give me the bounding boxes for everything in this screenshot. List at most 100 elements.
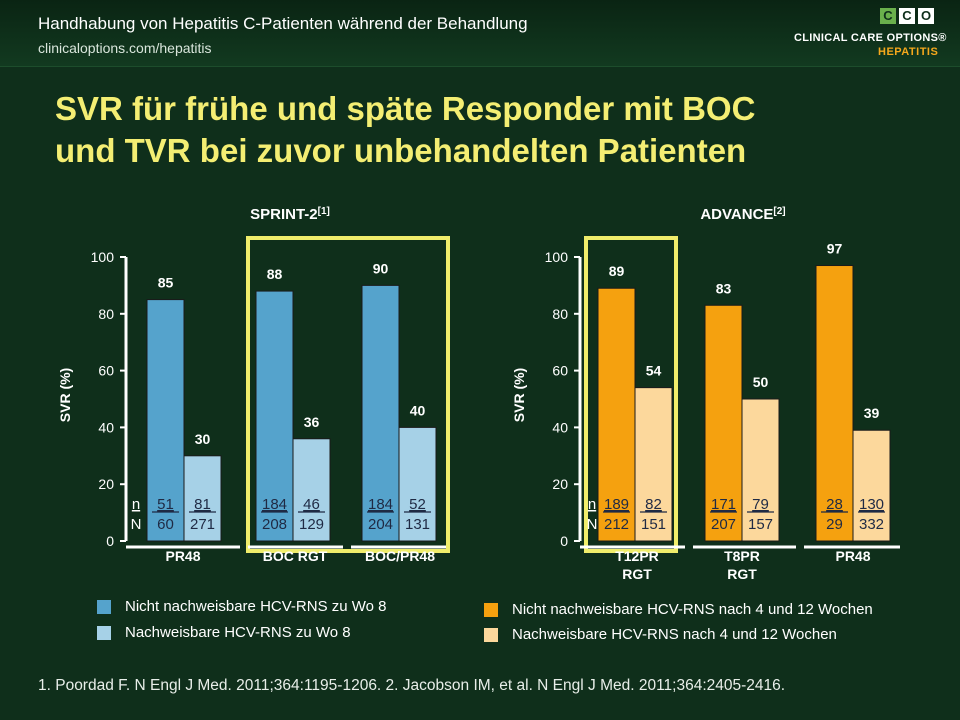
sprint-n-count: 52 xyxy=(409,496,426,513)
advance-bar xyxy=(634,387,673,542)
sprint-N-count: 204 xyxy=(368,516,393,533)
legend-swatch-advance-light xyxy=(484,627,498,642)
sprint-n-count: 184 xyxy=(368,496,393,513)
sprint-n-count: 81 xyxy=(194,496,211,513)
sprint-y-tick-label: 20 xyxy=(98,476,114,492)
sprint-N-count: 271 xyxy=(190,516,215,533)
sprint-y-tick-label: 100 xyxy=(91,249,115,265)
advance-category-label: RGT xyxy=(727,566,757,582)
header-bar: Handhabung von Hepatitis C-Patienten wäh… xyxy=(0,0,960,67)
sprint-N-count: 60 xyxy=(157,516,174,533)
sprint-chart-title: SPRINT-2[1] xyxy=(250,206,330,223)
sprint-bar-value-label: 40 xyxy=(410,402,426,418)
sprint-y-tick-label: 60 xyxy=(98,363,114,379)
advance-category-label: T12PR xyxy=(615,548,659,564)
slide-title-line-1: SVR für frühe und späte Responder mit BO… xyxy=(55,90,756,127)
legend-label-sprint-undetectable: Nicht nachweisbare HCV-RNS zu Wo 8 xyxy=(125,598,387,615)
sprint-bar xyxy=(398,426,437,542)
advance-bar-value-label: 54 xyxy=(646,363,662,379)
legend-item-sprint-detectable: Nachweisbare HCV-RNS zu Wo 8 xyxy=(97,624,351,641)
sprint-bar-value-label: 85 xyxy=(158,275,174,291)
sprint-bar xyxy=(255,290,294,542)
advance-y-tick-label: 80 xyxy=(552,306,568,322)
sprint-bar-value-label: 30 xyxy=(195,431,211,447)
advance-bar-value-label: 50 xyxy=(753,374,769,390)
sprint-N-row-label: N xyxy=(131,516,142,533)
sprint-category-label: BOC RGT xyxy=(263,548,328,564)
advance-chart-title: ADVANCE[2] xyxy=(700,206,785,223)
legend-swatch-sprint-dark xyxy=(97,599,111,614)
sprint-y-tick-label: 40 xyxy=(98,419,114,435)
advance-y-tick-label: 100 xyxy=(545,249,569,265)
advance-y-tick-label: 40 xyxy=(552,419,568,435)
references-footnote: 1. Poordad F. N Engl J Med. 2011;364:119… xyxy=(38,677,786,694)
sprint-y-tick-label: 0 xyxy=(106,533,114,549)
advance-bar xyxy=(815,265,854,542)
legend-item-advance-detectable: Nachweisbare HCV-RNS nach 4 und 12 Woche… xyxy=(484,626,837,643)
logo-blocks: C C O xyxy=(880,8,934,24)
sprint-bar xyxy=(183,455,222,542)
advance-bar-value-label: 83 xyxy=(716,280,732,296)
clinical-care-options-logo: C C O CLINICAL CARE OPTIONS® HEPATITIS xyxy=(790,8,946,60)
advance-y-axis-label: SVR (%) xyxy=(511,368,527,422)
advance-n-count: 28 xyxy=(826,496,843,513)
legend-swatch-sprint-light xyxy=(97,625,111,640)
sprint-y-tick-label: 80 xyxy=(98,306,114,322)
advance-bar xyxy=(741,398,780,542)
advance-n-count: 189 xyxy=(604,496,629,513)
sprint-N-count: 131 xyxy=(405,516,430,533)
legend-label-advance-detectable: Nachweisbare HCV-RNS nach 4 und 12 Woche… xyxy=(512,626,837,643)
advance-category-label: PR48 xyxy=(835,548,870,564)
advance-highlight-frame xyxy=(584,236,678,553)
advance-bar-value-label: 39 xyxy=(864,405,880,421)
advance-N-count: 151 xyxy=(641,516,666,533)
advance-bar-value-label: 97 xyxy=(827,241,843,257)
advance-bar xyxy=(852,429,891,542)
advance-N-count: 332 xyxy=(859,516,884,533)
advance-N-count: 29 xyxy=(826,516,843,533)
logo-block-o: O xyxy=(918,8,934,24)
advance-n-row-label: n xyxy=(588,496,596,513)
advance-n-count: 82 xyxy=(645,496,662,513)
sprint-bar xyxy=(292,438,331,542)
sprint-bar xyxy=(146,299,185,542)
slide-title-line-2: und TVR bei zuvor unbehandelten Patiente… xyxy=(55,132,747,169)
sprint-y-axis-label: SVR (%) xyxy=(57,368,73,422)
sprint-n-row-label: n xyxy=(132,496,140,513)
logo-name: CLINICAL CARE OPTIONS® xyxy=(794,32,947,44)
advance-y-tick-label: 20 xyxy=(552,476,568,492)
advance-N-count: 157 xyxy=(748,516,773,533)
advance-category-label: T8PR xyxy=(724,548,760,564)
sprint-category-label: PR48 xyxy=(165,548,200,564)
advance-bar-value-label: 89 xyxy=(609,263,625,279)
legend-item-sprint-undetectable: Nicht nachweisbare HCV-RNS zu Wo 8 xyxy=(97,598,387,615)
legend-label-sprint-detectable: Nachweisbare HCV-RNS zu Wo 8 xyxy=(125,624,351,641)
advance-n-count: 79 xyxy=(752,496,769,513)
legend-swatch-advance-dark xyxy=(484,602,498,617)
sprint-N-count: 129 xyxy=(299,516,324,533)
logo-block-c2: C xyxy=(899,8,915,24)
advance-N-row-label: N xyxy=(587,516,598,533)
advance-N-count: 212 xyxy=(604,516,629,533)
sprint-bar-value-label: 36 xyxy=(304,414,320,430)
legend-label-advance-undetectable: Nicht nachweisbare HCV-RNS nach 4 und 12… xyxy=(512,601,873,618)
sprint-category-label: BOC/PR48 xyxy=(365,548,435,564)
advance-category-label: RGT xyxy=(622,566,652,582)
logo-block-c1: C xyxy=(880,8,896,24)
legend-item-advance-undetectable: Nicht nachweisbare HCV-RNS nach 4 und 12… xyxy=(484,601,873,618)
sprint-highlight-frame xyxy=(246,236,450,553)
advance-n-count: 130 xyxy=(859,496,884,513)
sprint-n-count: 51 xyxy=(157,496,174,513)
sprint-bar-value-label: 88 xyxy=(267,266,283,282)
advance-N-count: 207 xyxy=(711,516,736,533)
advance-y-tick-label: 60 xyxy=(552,363,568,379)
sprint-bar xyxy=(361,284,400,542)
header-url: clinicaloptions.com/hepatitis xyxy=(38,40,212,56)
sprint-n-count: 184 xyxy=(262,496,287,513)
advance-n-count: 171 xyxy=(711,496,736,513)
sprint-bar-value-label: 90 xyxy=(373,260,389,276)
header-title: Handhabung von Hepatitis C-Patienten wäh… xyxy=(38,14,528,33)
sprint-N-count: 208 xyxy=(262,516,287,533)
sprint-n-count: 46 xyxy=(303,496,320,513)
